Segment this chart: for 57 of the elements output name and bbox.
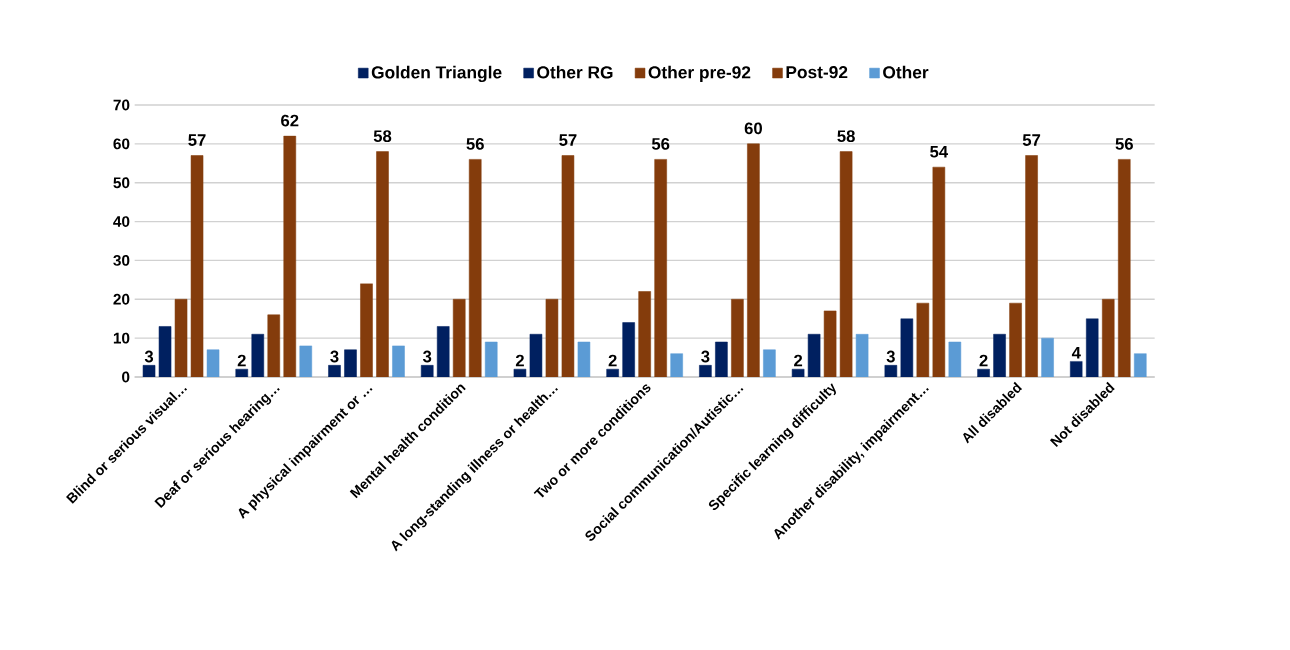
bar [392,345,405,377]
bar [577,341,591,377]
data-label: 56 [466,138,484,150]
legend-label: Post-92 [786,66,848,79]
data-label: 58 [373,130,392,143]
data-label: 54 [930,145,949,158]
bar [670,353,683,377]
bar [1134,353,1147,377]
y-tick-label: 40 [113,216,130,227]
data-label: 2 [515,354,524,367]
bar [376,151,389,377]
y-tick-label: 20 [113,293,130,305]
data-label: 2 [794,354,803,367]
y-tick-label: 10 [113,332,130,344]
data-label: 62 [281,114,299,127]
bar [190,155,204,377]
data-label: 58 [837,130,855,143]
y-tick-label: 0 [122,371,130,383]
bar [468,159,482,377]
data-label: 2 [979,354,988,367]
data-label: 4 [1071,347,1081,359]
data-label: 3 [422,350,432,363]
data-label: 56 [1115,138,1133,150]
bar [206,349,220,377]
y-tick-label: 30 [113,254,130,266]
bar [1118,159,1131,377]
bar [855,333,869,377]
bar [561,155,575,377]
data-label: 2 [237,354,246,367]
bar [747,143,760,377]
bar [1025,155,1038,377]
bar [948,341,962,377]
y-tick-label: 60 [113,138,130,150]
bar [283,135,297,377]
y-tick-label: 50 [113,177,130,189]
legend-label: Other RG [537,65,613,79]
data-label: 2 [608,354,617,367]
data-label: 57 [559,134,577,146]
bar [299,345,313,377]
legend-label: Other [883,65,929,79]
bar [839,151,853,377]
bar [1041,337,1054,377]
data-label: 3 [701,350,710,363]
data-label: 60 [744,122,762,135]
data-label: 3 [886,350,895,363]
data-label: 3 [330,350,339,363]
bar [484,341,498,377]
data-label: 56 [651,138,670,150]
y-tick-label: 70 [113,99,130,111]
bar [932,166,946,377]
data-label: 3 [144,350,154,363]
bar [763,349,776,377]
data-label: 57 [188,134,206,146]
legend-label: Other pre-92 [648,65,751,82]
legend-label: Golden Triangle [371,65,502,83]
bar [654,159,667,377]
data-label: 57 [1022,134,1041,146]
